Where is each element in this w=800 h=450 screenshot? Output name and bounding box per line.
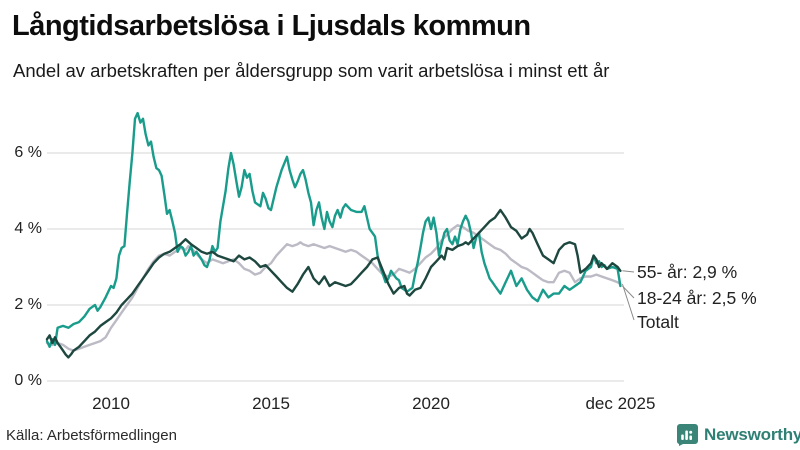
x-tick-label: 2020 [412, 394, 450, 413]
x-tick-label: 2015 [252, 394, 290, 413]
series-label-18-24: 18-24 år: 2,5 % [637, 288, 757, 308]
chart-subtitle: Andel av arbetskraften per åldersgrupp s… [13, 60, 610, 81]
y-tick-label: 4 % [14, 220, 42, 237]
newsworthy-logo-icon [676, 424, 698, 446]
newsworthy-brand[interactable]: Newsworthy [676, 423, 800, 446]
newsworthy-wordmark: Newsworthy [704, 424, 800, 444]
leader-line [622, 285, 635, 299]
source-note: Källa: Arbetsförmedlingen [6, 427, 177, 444]
y-tick-label: 2 % [14, 296, 42, 313]
leader-line [622, 270, 635, 273]
leader-line [621, 283, 635, 321]
series-label-totalt: Totalt [637, 312, 679, 332]
chart-title: Långtidsarbetslösa i Ljusdals kommun [12, 10, 531, 42]
series-line-totalt [45, 223, 622, 352]
series-line-18-24-r [45, 111, 622, 348]
x-tick-label: dec 2025 [585, 394, 656, 413]
series-label-55-plus: 55- år: 2,9 % [637, 262, 738, 282]
series-line-55-r [45, 208, 622, 359]
y-tick-label: 6 % [14, 144, 42, 161]
x-tick-label: 2010 [92, 394, 130, 413]
y-tick-label: 0 % [14, 372, 42, 389]
